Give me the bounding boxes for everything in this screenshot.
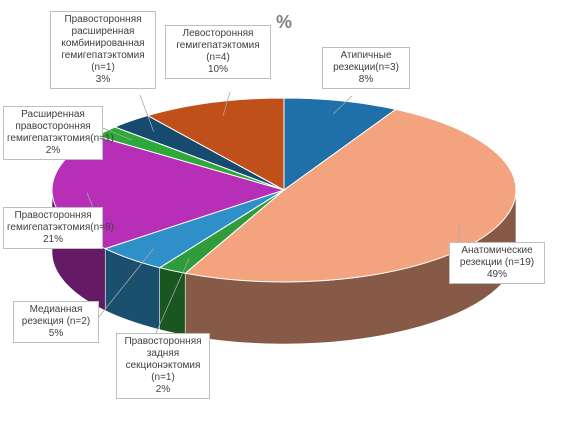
chart-title: % [276,12,293,32]
pie-slice-7 [146,97,285,191]
label-atypical: Атипичные резекции(n=3) 8% [322,47,410,89]
label-left-hemihepatectomy: Левосторонняя гемигепатэктомия (n=4) 10% [165,25,271,79]
pie-tops [51,91,517,334]
label-right-hemihepatectomy: Правосторонняя гемигепатэктомия(n=8) 21% [3,207,114,249]
label-posterior-sectionectomy: Правосторонняя задняя секционэктомия (n=… [116,333,210,399]
leader-line-7 [222,91,231,116]
label-anatomical: Анатомические резекции (n=19) 49% [449,242,545,284]
leader-line-2 [155,258,190,334]
label-extended-combined-hemihepatectomy: Правосторонняя расширенная комбинированн… [50,11,156,89]
label-median-resection: Медианная резекция (n=2) 5% [13,301,99,343]
pie-side-2 [159,267,186,336]
leader-line-5 [102,127,133,141]
leader-line-0 [332,95,353,115]
leader-line-3 [97,248,154,319]
label-extended-right-hemihepatectomy: Расширенная правосторонняя гемигепатэкто… [3,106,114,160]
leader-line-6 [139,94,154,132]
pie-slice-1 [184,108,517,283]
pie-slice-0 [283,97,397,191]
